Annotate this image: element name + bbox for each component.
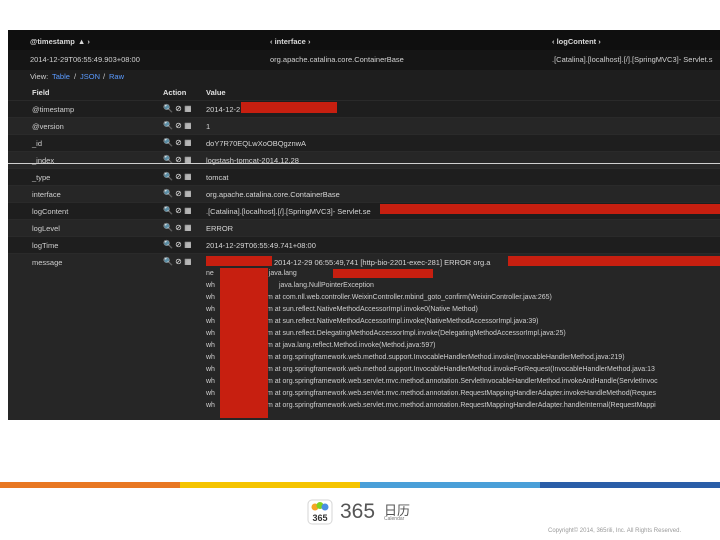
redaction-block [220, 268, 268, 418]
view-json-link[interactable]: JSON [80, 72, 101, 81]
message-line: wh m at sun.reflect.NativeMethodAccessorI… [206, 306, 478, 313]
field-name: _type [32, 173, 51, 182]
field-actions[interactable]: 🔍 ⊘ ▦ [163, 189, 192, 198]
field-name: _index [32, 156, 55, 165]
field-header: Field [32, 88, 50, 97]
color-band-orange [0, 482, 180, 488]
detail-row: _id 🔍 ⊘ ▦ doY7R70EQLwXoOBQgznwA [8, 134, 720, 152]
field-actions[interactable]: 🔍 ⊘ ▦ [163, 104, 192, 113]
chevron-right-icon[interactable]: › [305, 37, 311, 46]
detail-row: interface 🔍 ⊘ ▦ org.apache.catalina.core… [8, 185, 720, 203]
column-logcontent[interactable]: ‹ logContent › [552, 37, 601, 46]
row-interface: org.apache.catalina.core.ContainerBase [270, 55, 404, 64]
message-line: wh m at org.springframework.web.method.su… [206, 366, 655, 373]
field-name: @version [32, 122, 64, 131]
brand-number: 365 [340, 500, 376, 523]
row-logcontent: .[Catalina].[localhost].[/].[SpringMVC3]… [552, 55, 713, 64]
column-interface[interactable]: ‹ interface › [270, 37, 311, 46]
redaction-block [206, 256, 272, 266]
chevron-right-icon[interactable]: › [596, 37, 601, 46]
view-separator: / [74, 72, 77, 81]
detail-row: @timestamp 🔍 ⊘ ▦ 2014-12-2 [8, 100, 720, 118]
detail-row: logLevel 🔍 ⊘ ▦ ERROR [8, 219, 720, 237]
detail-row: @version 🔍 ⊘ ▦ 1 [8, 117, 720, 135]
field-name: @timestamp [32, 105, 75, 114]
field-actions[interactable]: 🔍 ⊘ ▦ [163, 223, 192, 232]
message-line: wh m at java.lang.reflect.Method.invoke(M… [206, 342, 436, 349]
detail-row: _index 🔍 ⊘ ▦ logstash-tomcat-2014.12.28 [8, 151, 720, 169]
field-value: 2014-12-29 06:55:49,741 [http-bio-2201-e… [274, 258, 491, 267]
column-timestamp[interactable]: @timestamp ▲ › [30, 37, 90, 46]
message-line: wh java.lang.NullPointerException [206, 282, 374, 289]
field-actions[interactable]: 🔍 ⊘ ▦ [163, 257, 192, 266]
sort-up-icon[interactable]: ▲ › [77, 37, 90, 46]
brand-subtitle: Calendar [384, 516, 405, 522]
field-value: logstash-tomcat-2014.12.28 [206, 156, 299, 165]
field-value: .[Catalina].[localhost].[/].[SpringMVC3]… [206, 207, 371, 216]
result-row[interactable]: 2014-12-29T06:55:49.903+08:00 org.apache… [8, 50, 720, 70]
field-name: logTime [32, 241, 59, 250]
row-timestamp: 2014-12-29T06:55:49.903+08:00 [30, 55, 140, 64]
field-name: message [32, 258, 63, 267]
message-line: wh m at org.springframework.web.servlet.m… [206, 378, 658, 385]
chevron-left-icon[interactable]: ‹ [270, 37, 275, 46]
view-raw-link[interactable]: Raw [109, 72, 125, 81]
field-name: logContent [32, 207, 69, 216]
message-line: wh m at org.springframework.web.servlet.m… [206, 390, 657, 397]
redaction-block [380, 204, 720, 214]
field-actions[interactable]: 🔍 ⊘ ▦ [163, 121, 192, 130]
field-actions[interactable]: 🔍 ⊘ ▦ [163, 172, 192, 181]
field-value: ERROR [206, 224, 234, 233]
field-actions[interactable]: 🔍 ⊘ ▦ [163, 240, 192, 249]
view-switcher: View: Table / JSON / Raw [8, 70, 720, 84]
field-name: _id [32, 139, 43, 148]
message-line: wh m at sun.reflect.DelegatingMethodAcces… [206, 330, 566, 337]
field-value: 2014-12-29T06:55:49.741+08:00 [206, 241, 316, 250]
detail-row: logContent 🔍 ⊘ ▦ .[Catalina].[localhost]… [8, 202, 720, 220]
field-value: doY7R70EQLwXoOBQgznwA [206, 139, 307, 148]
field-name: logLevel [32, 224, 60, 233]
message-line: wh m at org.springframework.web.servlet.m… [206, 402, 656, 409]
field-actions[interactable]: 🔍 ⊘ ▦ [163, 206, 192, 215]
color-band-yellow [180, 482, 360, 488]
copyright-text: Copyright© 2014, 365rili, Inc. All Right… [548, 528, 682, 534]
field-value: 2014-12-2 [206, 105, 241, 114]
kibana-document-view: @timestamp ▲ › ‹ interface › ‹ logContent… [8, 30, 720, 420]
field-value: tomcat [206, 173, 229, 182]
detail-row: _type 🔍 ⊘ ▦ tomcat [8, 168, 720, 186]
divider [8, 163, 720, 164]
column-header-bar: @timestamp ▲ › ‹ interface › ‹ logContent… [8, 30, 720, 50]
field-value: org.apache.catalina.core.ContainerBase [206, 190, 340, 199]
field-actions[interactable]: 🔍 ⊘ ▦ [163, 138, 192, 147]
field-actions[interactable]: 🔍 ⊘ ▦ [163, 155, 192, 164]
brand-name: 日历 [384, 503, 411, 518]
calendar-logo-icon: 365 [307, 499, 333, 525]
svg-text:365: 365 [312, 513, 327, 523]
message-line: wh m at sun.reflect.NativeMethodAccessorI… [206, 318, 539, 325]
value-header: Value [206, 88, 226, 97]
view-table-link[interactable]: Table [52, 72, 70, 81]
field-value: 1 [206, 122, 211, 131]
redaction-block [241, 102, 337, 113]
color-band-darkblue [540, 482, 720, 488]
message-line: wh m at com.nll.web.controller.WeixinCont… [206, 294, 552, 301]
color-band-lightblue [360, 482, 540, 488]
field-name: interface [32, 190, 61, 199]
action-header: Action [163, 88, 187, 97]
detail-row-message: message 🔍 ⊘ ▦ 2014-12-29 06:55:49,741 [h… [8, 253, 720, 420]
detail-table-header: Field Action Value [8, 85, 720, 101]
view-label: View: [30, 72, 49, 81]
detail-row: logTime 🔍 ⊘ ▦ 2014-12-29T06:55:49.741+08… [8, 236, 720, 254]
view-separator: / [103, 72, 106, 81]
redaction-block [508, 256, 720, 266]
redaction-block [333, 269, 433, 278]
message-line: wh m at org.springframework.web.method.su… [206, 354, 625, 361]
chevron-left-icon[interactable]: ‹ [552, 37, 557, 46]
